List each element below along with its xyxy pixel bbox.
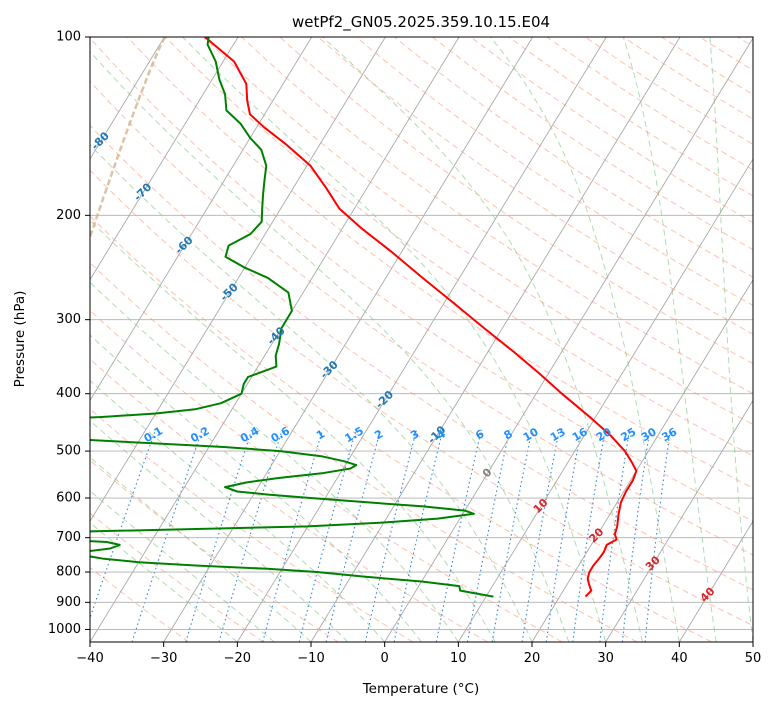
mixing-ratio-line-15 — [599, 429, 631, 642]
isotherm--70 — [90, 37, 239, 281]
mixing-ratio-line-8 — [393, 429, 444, 642]
mixing-ratio-line-14 — [572, 429, 606, 642]
y-tick-label-4: 500 — [56, 444, 81, 459]
moist-adiabat--5 — [90, 420, 349, 642]
temperature-line — [204, 37, 638, 598]
dry-adiabat-40 — [90, 215, 712, 642]
mixing-ratio-line-9 — [435, 429, 482, 642]
x-tick-label-8: 40 — [671, 651, 688, 666]
dry-adiabat-10 — [90, 358, 488, 642]
y-tick-label-7: 800 — [56, 565, 81, 580]
dry-adiabat--20 — [90, 512, 264, 642]
y-axis-ticks: 100 200 300 400 500 600 700 800 900 1000 — [48, 30, 90, 637]
mixing-ratio-line-7 — [364, 429, 418, 642]
moist-adiabat-15 — [90, 219, 496, 642]
x-tick-label-5: 10 — [450, 651, 467, 666]
profile-lines — [90, 37, 638, 598]
mixing-ratio-line-12 — [521, 429, 560, 642]
dry-adiabat-30 — [90, 262, 638, 642]
x-axis-ticks: −40 −30 −20 −10 0 10 20 30 40 50 — [76, 642, 761, 666]
moist-adiabat--20 — [90, 522, 238, 642]
mixing-ratio-line-0 — [90, 429, 157, 620]
dry-adiabat-130 — [279, 37, 753, 365]
chart-title: wetPf2_GN05.2025.359.10.15.E04 — [292, 13, 550, 32]
y-tick-label-6: 700 — [56, 530, 81, 545]
x-axis-label: Temperature (°C) — [362, 681, 480, 697]
isotherm--20 — [236, 37, 607, 642]
dewpoint-line — [90, 37, 494, 598]
y-tick-label-5: 600 — [56, 491, 81, 506]
isotherm-10 — [457, 158, 753, 642]
x-tick-label-0: −40 — [76, 651, 103, 666]
dry-adiabat-110 — [203, 37, 753, 425]
dry-adiabat--30 — [90, 566, 190, 642]
x-tick-label-2: −20 — [224, 651, 251, 666]
moist-adiabat-0 — [90, 379, 386, 642]
dry-adiabat-50 — [90, 169, 753, 627]
plot-frame — [89, 36, 754, 643]
y-tick-label-8: 900 — [56, 595, 81, 610]
isotherm-30 — [605, 399, 753, 642]
y-tick-label-1: 200 — [56, 208, 81, 223]
isotherm--30 — [163, 37, 534, 642]
mixing-ratio-lines — [90, 429, 671, 642]
y-tick-label-3: 400 — [56, 386, 81, 401]
mixing-ratio-line-13 — [545, 429, 582, 642]
dry-adiabat-150 — [355, 37, 753, 306]
mixing-ratio-line-11 — [491, 429, 533, 642]
mixing-ratio-line-10 — [466, 429, 511, 642]
moist-adiabat-20 — [90, 144, 533, 642]
y-axis-label: Pressure (hPa) — [12, 291, 28, 388]
isotherm-0 — [384, 37, 753, 642]
mixing-ratio-line-1 — [131, 429, 203, 642]
dry-adiabat-120 — [241, 37, 753, 395]
isotherm--40 — [90, 37, 460, 642]
moist-adiabat-30 — [182, 37, 607, 642]
moist-adiabat-10 — [90, 281, 459, 642]
mixing-ratio-line-6 — [325, 429, 382, 642]
pressure-gridlines — [90, 37, 753, 630]
isotherm--50 — [90, 37, 386, 523]
x-tick-label-3: −10 — [297, 651, 324, 666]
y-tick-label-0: 100 — [56, 30, 81, 45]
x-tick-label-1: −30 — [150, 651, 177, 666]
isotherm-40 — [678, 520, 753, 642]
x-tick-label-6: 20 — [524, 651, 541, 666]
x-tick-label-4: 0 — [381, 651, 389, 666]
moist-adiabat-40 — [490, 37, 680, 642]
moist-adiabat-45 — [622, 37, 717, 642]
isotherm--80 — [90, 37, 165, 160]
x-tick-label-9: 50 — [745, 651, 762, 666]
plot-area: -100-90-80-70-60-50-40-30-20-10010203040… — [90, 37, 753, 642]
dry-adiabat-20 — [90, 309, 563, 642]
moist-adiabat--15 — [90, 490, 275, 642]
isotherm-20 — [531, 278, 753, 642]
moist-adiabat-35 — [322, 37, 643, 642]
boundary-line — [90, 37, 167, 238]
dry-adiabat-60 — [90, 124, 753, 591]
moist-adiabat-50 — [709, 37, 753, 642]
y-tick-label-9: 1000 — [48, 622, 81, 637]
moist-adiabat-5 — [90, 334, 422, 642]
moist-adiabat-25 — [90, 50, 570, 642]
boundary-curve — [90, 37, 167, 238]
isotherm--10 — [310, 37, 681, 642]
x-tick-label-7: 30 — [597, 651, 614, 666]
dry-adiabat-80 — [90, 37, 753, 522]
y-tick-label-2: 300 — [56, 312, 81, 327]
